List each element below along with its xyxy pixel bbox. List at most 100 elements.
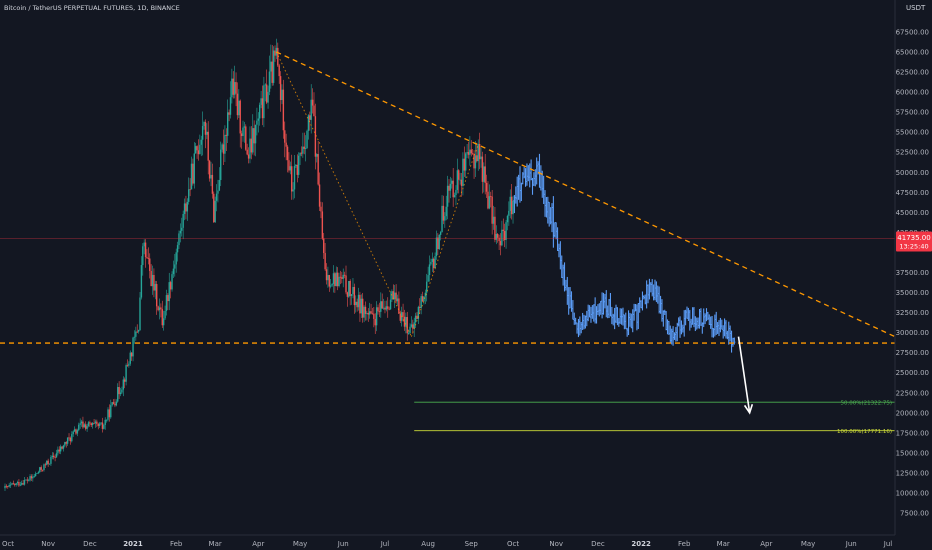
- candle-body: [61, 446, 63, 449]
- candle-body: [373, 313, 375, 319]
- candle-body: [128, 363, 130, 366]
- candle-body: [505, 222, 507, 241]
- candle-body: [123, 379, 126, 382]
- candle-body: [43, 464, 45, 471]
- time-tick-label: Mar: [209, 540, 222, 548]
- candle-body: [303, 146, 305, 149]
- candle-body: [26, 479, 28, 481]
- candle-body: [132, 337, 134, 357]
- candle-body: [329, 285, 332, 287]
- candle-body: [259, 104, 261, 119]
- candle-body: [458, 170, 460, 180]
- candle-body: [183, 203, 186, 214]
- candle-body: [282, 89, 285, 131]
- time-tick-label: Mar: [717, 540, 730, 548]
- time-tick-label: Sep: [465, 540, 479, 548]
- candle-body: [409, 326, 411, 334]
- price-tick-label: 67500.00: [896, 28, 929, 36]
- candle-body: [12, 483, 15, 485]
- candle-body: [104, 419, 106, 425]
- candle-body: [243, 126, 246, 128]
- candle-body: [146, 257, 148, 258]
- candle-body: [419, 306, 421, 309]
- candle-body: [360, 298, 363, 314]
- candle-body: [80, 421, 83, 424]
- candle-body: [121, 389, 123, 393]
- candle-body: [203, 121, 205, 127]
- candle-body: [366, 312, 368, 314]
- candle-body: [58, 449, 60, 452]
- candle-body: [460, 179, 463, 186]
- candle-body: [270, 61, 272, 72]
- candle-body: [246, 149, 248, 155]
- candle-body: [380, 301, 382, 312]
- candle-body: [402, 312, 404, 317]
- candle-body: [137, 329, 140, 332]
- candle-body: [86, 426, 88, 429]
- time-tick-label: 2022: [631, 540, 651, 548]
- candle-body: [336, 272, 339, 287]
- candle-body: [221, 144, 223, 150]
- candle-body: [231, 78, 233, 98]
- candle-body: [323, 238, 325, 254]
- time-tick-label: Jun: [337, 540, 349, 548]
- candle-body: [501, 229, 503, 246]
- down-arrow-head: [743, 403, 754, 415]
- time-tick-label: Oct: [2, 540, 14, 548]
- price-tick-label: 12500.00: [896, 469, 929, 477]
- candle-body: [272, 50, 275, 83]
- candle-body: [174, 264, 176, 269]
- candle-body: [495, 234, 498, 240]
- candle-series: [4, 38, 514, 492]
- badge-background: [896, 231, 932, 252]
- candle-body: [467, 152, 470, 155]
- candle-body: [150, 270, 152, 287]
- candle-body: [357, 294, 360, 308]
- candle-body: [412, 324, 414, 329]
- candle-body: [7, 486, 9, 487]
- price-tick-label: 62500.00: [896, 69, 929, 77]
- candle-body: [474, 155, 477, 169]
- candle-body: [281, 89, 283, 101]
- candle-body: [488, 196, 491, 209]
- candle-body: [64, 442, 66, 446]
- time-tick-label: Jul: [380, 540, 390, 548]
- candle-body: [91, 422, 94, 426]
- candle-body: [285, 142, 287, 147]
- candle-body: [59, 446, 62, 452]
- candle-body: [54, 457, 56, 458]
- time-tick-label: Jun: [845, 540, 857, 548]
- candle-body: [377, 307, 379, 312]
- candle-body: [327, 275, 329, 281]
- candle-body: [224, 134, 226, 154]
- candle-body: [325, 269, 328, 281]
- candle-body: [168, 282, 170, 302]
- price-tick-label: 57500.00: [896, 109, 929, 117]
- trend-lines: [0, 51, 896, 344]
- candle-body: [249, 138, 251, 159]
- candle-body: [491, 196, 493, 224]
- candle-body: [112, 402, 115, 404]
- candle-body: [478, 143, 481, 160]
- candle-body: [477, 143, 479, 162]
- price-tick-label: 52500.00: [896, 149, 929, 157]
- candle-body: [462, 158, 464, 186]
- candle-body: [368, 311, 371, 315]
- candle-body: [332, 273, 335, 284]
- candle-body: [426, 281, 428, 293]
- candle-body: [502, 229, 504, 232]
- candle-body: [78, 424, 80, 431]
- candle-body: [313, 105, 315, 117]
- candle-body: [345, 275, 347, 293]
- chart-title: Bitcoin / TetherUS PERPETUAL FUTURES, 1D…: [4, 4, 180, 12]
- candle-body: [90, 423, 92, 426]
- candle-body: [117, 387, 119, 402]
- candle-body: [23, 480, 26, 485]
- candle-body: [267, 91, 269, 103]
- candle-body: [304, 147, 307, 149]
- candle-body: [207, 131, 209, 161]
- price-tick-label: 65000.00: [896, 49, 929, 57]
- candle-body: [114, 403, 116, 406]
